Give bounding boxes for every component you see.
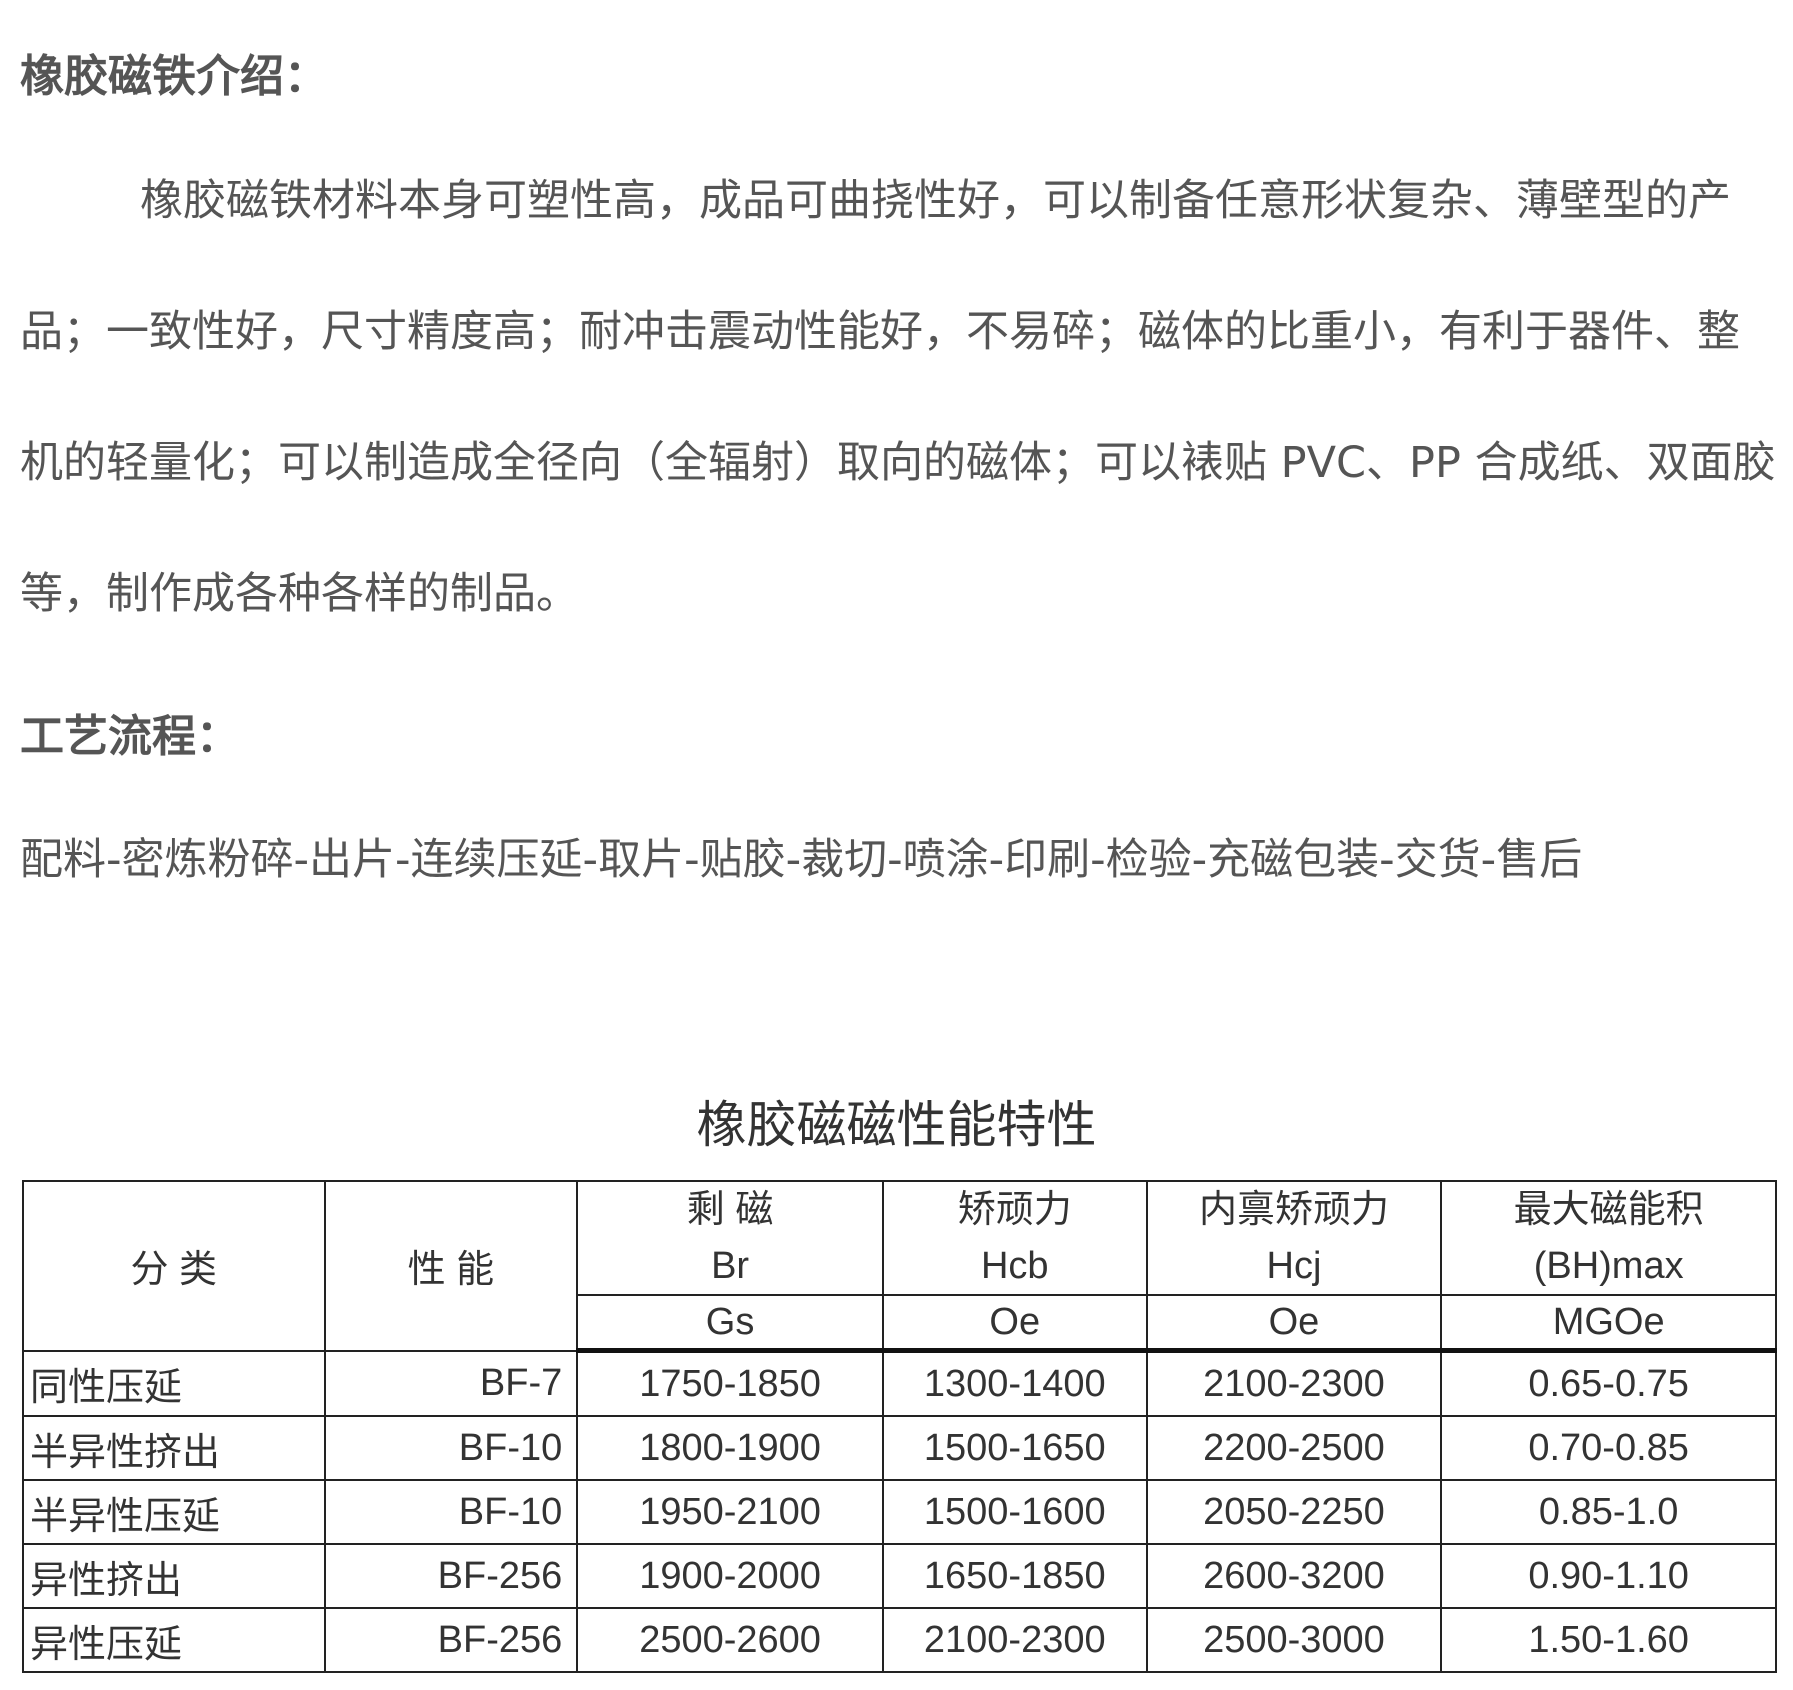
process-text: 配料-密炼粉碎-出片-连续压延-取片-贴胶-裁切-喷涂-印刷-检验-充磁包装-交…	[20, 835, 1583, 885]
cell-category: 异性压延	[22, 1607, 326, 1673]
cell-category: 半异性压延	[22, 1479, 326, 1545]
magnetic-properties-table: 分 类 性 能 剩 磁 Br 矫顽力 Hcb 内禀矫顽力 Hcj 最大磁能积 (BH)m…	[22, 1180, 1777, 1673]
cell-bh: 0.65-0.75	[1440, 1349, 1777, 1417]
header-hcb: 矫顽力 Hcb	[881, 1180, 1148, 1296]
header-bh-name: 最大磁能积	[1513, 1189, 1704, 1231]
header-row: 分 类 性 能 剩 磁 Br 矫顽力 Hcb 内禀矫顽力 Hcj 最大磁能积 (BH)m…	[22, 1180, 1777, 1352]
cell-hcb: 1500-1650	[881, 1415, 1148, 1481]
cell-hcj: 2050-2250	[1145, 1479, 1443, 1545]
cell-grade: BF-256	[323, 1543, 579, 1609]
cell-hcj: 2600-3200	[1145, 1543, 1443, 1609]
cell-hcb: 1300-1400	[881, 1349, 1148, 1417]
table-row: 异性挤出 BF-256 1900-2000 1650-1850 2600-3200 0.9…	[22, 1543, 1777, 1609]
unit-hcb: Oe	[881, 1294, 1148, 1353]
cell-category: 异性挤出	[22, 1543, 326, 1609]
cell-br: 1950-2100	[576, 1479, 884, 1545]
header-grade: 性 能	[323, 1180, 579, 1352]
cell-hcj: 2100-2300	[1145, 1349, 1443, 1417]
table-row: 异性压延 BF-256 2500-2600 2100-2300 2500-3000 1.5…	[22, 1607, 1777, 1673]
table-row: 半异性压延 BF-10 1950-2100 1500-1600 2050-2250 0.8…	[22, 1479, 1777, 1545]
cell-grade: BF-10	[323, 1415, 579, 1481]
intro-paragraph: 橡胶磁铁材料本身可塑性高，成品可曲挠性好，可以制备任意形状复杂、薄壁型的产品；一…	[20, 176, 1776, 619]
header-br-symbol: Br	[711, 1245, 750, 1287]
header-hcj-symbol: Hcj	[1266, 1245, 1322, 1287]
cell-hcj: 2200-2500	[1145, 1415, 1443, 1481]
cell-category: 半异性挤出	[22, 1415, 326, 1481]
cell-br: 2500-2600	[576, 1607, 884, 1673]
cell-hcb: 2100-2300	[881, 1607, 1148, 1673]
cell-hcb: 1500-1600	[881, 1479, 1148, 1545]
header-bh: 最大磁能积 (BH)max	[1440, 1180, 1777, 1296]
unit-hcj: Oe	[1145, 1294, 1443, 1353]
header-br: 剩 磁 Br	[576, 1180, 884, 1296]
cell-br: 1750-1850	[576, 1349, 884, 1417]
unit-row: Gs Oe Oe MGOe	[23, 1294, 1777, 1353]
header-bh-symbol: (BH)max	[1533, 1245, 1684, 1287]
unit-bh: MGOe	[1440, 1294, 1777, 1353]
cell-grade: BF-7	[323, 1349, 579, 1417]
header-category: 分 类	[22, 1180, 326, 1352]
table-row: 半异性挤出 BF-10 1800-1900 1500-1650 2200-2500 0.7…	[22, 1415, 1777, 1481]
cell-bh: 0.90-1.10	[1440, 1543, 1777, 1609]
table-row: 同性压延 BF-7 1750-1850 1300-1400 2100-2300 0.65-…	[22, 1349, 1777, 1417]
header-hcj-name: 内禀矫顽力	[1198, 1189, 1389, 1231]
process-heading: 工艺流程：	[20, 711, 240, 762]
cell-hcb: 1650-1850	[881, 1543, 1148, 1609]
cell-category: 同性压延	[22, 1349, 326, 1417]
cell-bh: 0.85-1.0	[1440, 1479, 1777, 1545]
cell-br: 1900-2000	[576, 1543, 884, 1609]
cell-grade: BF-256	[323, 1607, 579, 1673]
cell-grade: BF-10	[323, 1479, 579, 1545]
cell-bh: 0.70-0.85	[1440, 1415, 1777, 1481]
intro-heading: 橡胶磁铁介绍：	[20, 51, 328, 102]
header-hcb-symbol: Hcb	[980, 1245, 1049, 1287]
unit-br: Gs	[576, 1294, 884, 1353]
cell-br: 1800-1900	[576, 1415, 884, 1481]
cell-hcj: 2500-3000	[1145, 1607, 1443, 1673]
cell-bh: 1.50-1.60	[1440, 1607, 1777, 1673]
table-title: 橡胶磁磁性能特性	[696, 1096, 1097, 1154]
header-hcj: 内禀矫顽力 Hcj	[1145, 1180, 1443, 1296]
header-br-name: 剩 磁	[686, 1189, 774, 1231]
header-hcb-name: 矫顽力	[957, 1189, 1072, 1231]
